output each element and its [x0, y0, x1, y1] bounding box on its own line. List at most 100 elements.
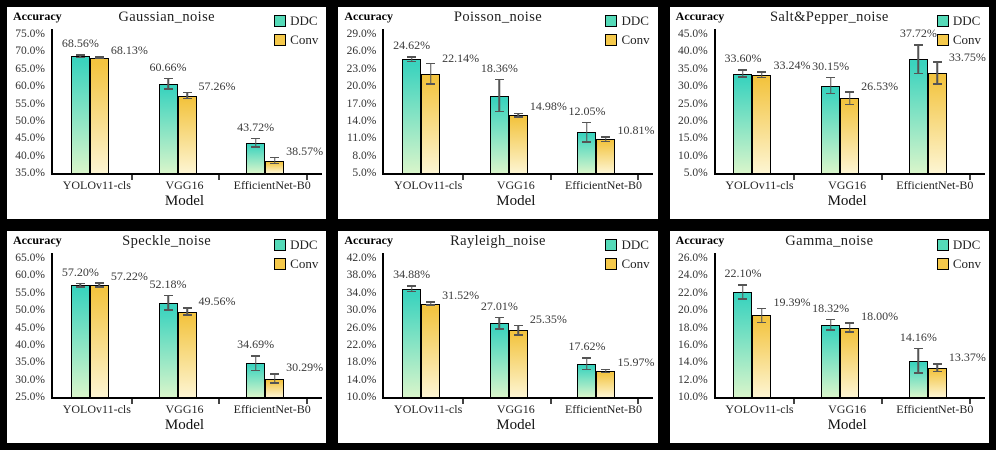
y-tick-label: 55.0%	[15, 97, 45, 110]
y-tick-label: 42.0%	[346, 252, 377, 264]
x-axis-tick	[306, 399, 308, 404]
error-bar-part	[426, 304, 436, 306]
error-bar-conv-vgg16	[845, 91, 855, 106]
y-tick-label: 26.0%	[346, 45, 377, 58]
y-tick-label: 25.0%	[677, 97, 708, 110]
error-bar-conv-efficientnet-b0	[601, 136, 611, 143]
y-tick-label: 14.0%	[346, 114, 377, 127]
legend: DDC Conv	[936, 237, 981, 272]
legend-label: DDC	[290, 237, 318, 252]
error-bar-part	[429, 62, 432, 85]
error-bar-part	[932, 83, 942, 85]
value-label-ddc-yolov11-cls: 68.56%	[61, 36, 99, 51]
y-tick-label: 26.0%	[346, 321, 377, 334]
error-bar-conv-efficientnet-b0	[932, 363, 942, 373]
chart-panel-salt-pepper-noise: Accuracy Salt&Pepper_noise DDC Conv 45.0% 40.…	[667, 5, 991, 221]
y-tick-label: 40.0%	[15, 338, 45, 351]
legend-item-ddc: DDC	[936, 13, 981, 29]
legend-swatch-icon	[274, 15, 287, 27]
error-bar-part	[582, 368, 592, 371]
chart-panel-gaussian-noise: Accuracy Gaussian_noise DDC Conv 75.0% 70.0% 6…	[5, 5, 329, 221]
y-tick-label: 20.0%	[346, 80, 377, 93]
legend-swatch-icon	[274, 258, 287, 270]
error-bar-part	[429, 301, 432, 306]
x-axis-tick	[218, 399, 221, 404]
legend-item-ddc: DDC	[274, 237, 318, 253]
legend-label: DDC	[952, 13, 981, 28]
bar-conv-efficientnet-b0	[927, 367, 947, 397]
error-bar-ddc-efficientnet-b0	[251, 137, 261, 148]
legend-swatch-icon	[936, 239, 949, 251]
y-tick-label: 60.0%	[15, 269, 45, 282]
value-label-conv-vgg16: 18.00%	[861, 309, 899, 324]
error-bar-part	[932, 370, 942, 373]
error-bar-part	[848, 91, 851, 106]
x-category-label: VGG16	[496, 402, 535, 416]
x-category-label: YOLOv11-cls	[62, 178, 131, 192]
error-bar-ddc-vgg16	[163, 77, 173, 90]
y-tick-label: 10.0%	[677, 149, 708, 162]
chart-title: Salt&Pepper_noise	[769, 9, 889, 25]
y-tick-label: 20.0%	[677, 304, 708, 317]
legend-swatch-icon	[274, 34, 287, 46]
error-bar-part	[845, 103, 855, 106]
value-label-conv-vgg16: 49.56%	[198, 294, 236, 309]
error-bar-part	[75, 54, 85, 56]
bar-conv-yolov11-cls	[421, 303, 441, 397]
error-bar-part	[738, 298, 748, 300]
x-category-label: YOLOv11-cls	[725, 178, 794, 192]
error-bar-part	[494, 110, 504, 113]
error-bar-part	[513, 324, 523, 327]
error-bar-part	[270, 162, 280, 165]
x-category-label: EfficientNet-B0	[896, 178, 974, 192]
bar-conv-efficientnet-b0	[596, 139, 616, 173]
error-bar-part	[845, 91, 855, 93]
error-bar-part	[167, 294, 169, 311]
error-bar-part	[936, 61, 939, 85]
x-axis-tick	[968, 399, 971, 404]
error-bar-part	[163, 309, 173, 311]
y-tick-label: 24.0%	[677, 269, 708, 282]
bar-conv-vgg16	[508, 330, 528, 397]
y-tick-label: 29.0%	[346, 28, 377, 40]
error-bar-part	[273, 373, 276, 384]
value-label-conv-vgg16: 14.98%	[529, 99, 567, 114]
error-bar-part	[270, 382, 280, 384]
error-bar-part	[254, 137, 257, 148]
y-tick-label: 45.0%	[15, 321, 45, 334]
error-bar-part	[182, 307, 192, 309]
legend-item-conv: Conv	[605, 256, 650, 272]
legend-item-ddc: DDC	[605, 13, 649, 29]
y-tick-label: 50.0%	[15, 304, 45, 317]
y-axis-title: Accuracy	[675, 233, 725, 247]
value-label-ddc-efficientnet-b0: 17.62%	[568, 339, 606, 354]
value-label-conv-efficientnet-b0: 33.75%	[948, 49, 986, 64]
y-tick-label: 26.0%	[677, 252, 708, 264]
x-category-label: VGG16	[496, 178, 535, 192]
error-bar-part	[829, 76, 832, 95]
legend-label: Conv	[621, 32, 650, 47]
error-bar-part	[426, 301, 436, 303]
legend-item-ddc: DDC	[605, 237, 649, 253]
error-bar-part	[601, 140, 611, 143]
value-label-ddc-vgg16: 30.15%	[812, 58, 850, 73]
error-bar-conv-yolov11-cls	[94, 282, 104, 288]
value-label-ddc-yolov11-cls: 22.10%	[724, 266, 762, 281]
x-category-label: YOLOv11-cls	[62, 402, 131, 416]
error-bar-part	[826, 329, 836, 331]
error-bar-part	[163, 294, 173, 297]
bar-conv-vgg16	[840, 327, 860, 397]
error-bar-part	[757, 71, 767, 73]
y-tick-label: 60.0%	[15, 80, 45, 93]
legend-item-conv: Conv	[936, 32, 981, 48]
error-bar-part	[182, 91, 192, 94]
error-bar-part	[761, 71, 763, 79]
error-bar-ddc-yolov11-cls	[738, 69, 748, 78]
value-label-conv-yolov11-cls: 19.39%	[773, 295, 811, 310]
y-tick-label: 45.0%	[15, 132, 45, 145]
x-axis-tick	[218, 175, 221, 180]
x-category-label: YOLOv11-cls	[394, 178, 463, 192]
x-category-label: YOLOv11-cls	[725, 402, 794, 416]
y-tick-label: 12.0%	[677, 373, 708, 386]
x-axis-line	[713, 397, 985, 399]
